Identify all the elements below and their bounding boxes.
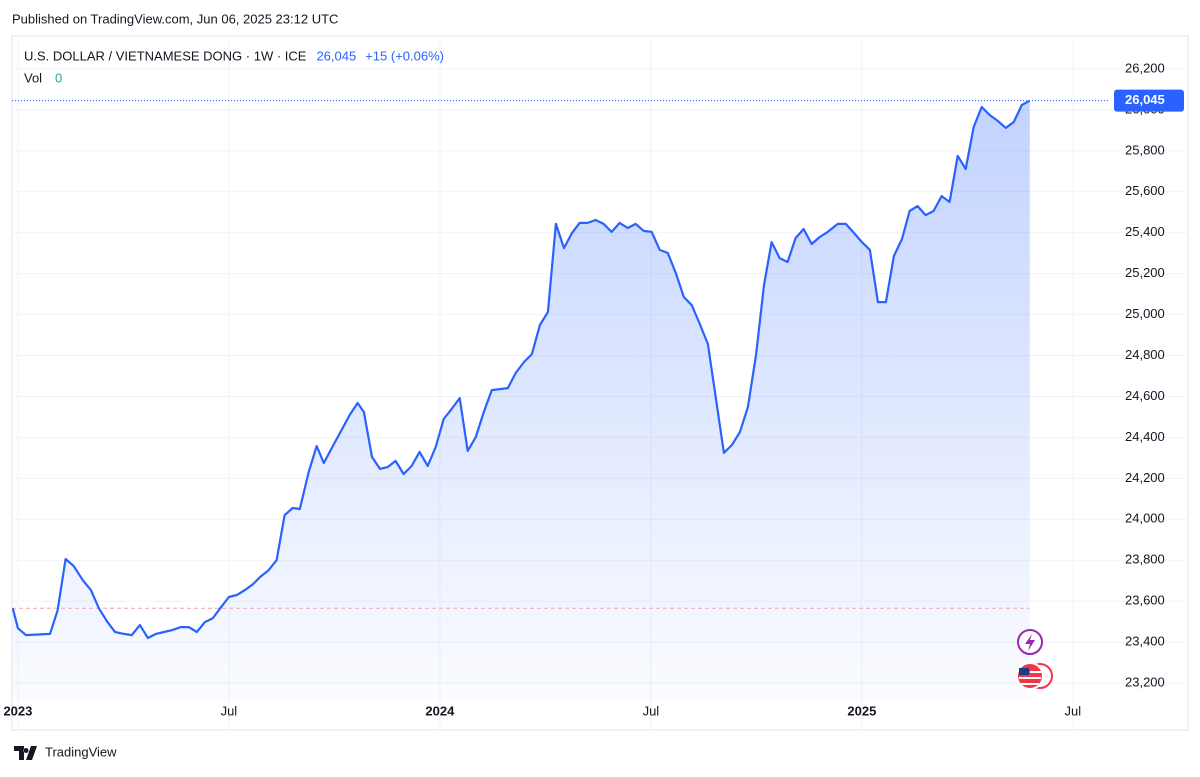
y-tick-label: 25,600 — [1125, 183, 1165, 198]
brand-name: TradingView — [45, 744, 117, 759]
event-icons — [1016, 629, 1053, 690]
x-tick-label: 2024 — [425, 703, 455, 718]
legend: U.S. DOLLAR / VIETNAMESE DONG · 1W · ICE… — [24, 48, 444, 85]
y-tick-label: 23,400 — [1125, 634, 1165, 649]
price-line — [11, 99, 1031, 640]
y-tick-label: 25,400 — [1125, 224, 1165, 239]
y-tick-label: 23,800 — [1125, 552, 1165, 567]
brand-logo — [14, 746, 37, 760]
y-tick-label: 26,200 — [1125, 60, 1165, 75]
x-tick-label: Jul — [643, 703, 660, 718]
area-fill — [12, 100, 1030, 700]
flag-canton — [1019, 668, 1029, 675]
lightning-icon — [1025, 634, 1035, 651]
y-tick-label: 23,600 — [1125, 593, 1165, 608]
y-tick-label: 23,200 — [1125, 674, 1165, 689]
x-tick-label: Jul — [1065, 703, 1082, 718]
volume-label: Vol — [24, 70, 42, 85]
x-tick-label: 2025 — [847, 703, 876, 718]
y-tick-label: 25,800 — [1125, 142, 1165, 157]
last-price: 26,045 — [316, 48, 356, 63]
symbol-name: U.S. DOLLAR / VIETNAMESE DONG · 1W · ICE — [24, 48, 307, 63]
y-tick-label: 24,400 — [1125, 429, 1165, 444]
brand: TradingView — [14, 744, 117, 760]
y-tick-label: 24,800 — [1125, 347, 1165, 362]
plot — [11, 99, 1110, 700]
flag-icon[interactable] — [1016, 662, 1044, 690]
chart-frame — [11, 35, 1189, 731]
price-change: +15 (+0.06%) — [365, 48, 444, 63]
y-tick-label: 24,600 — [1125, 388, 1165, 403]
published-note: Published on TradingView.com, Jun 06, 20… — [12, 11, 338, 26]
x-tick-label: Jul — [221, 703, 238, 718]
axes: 23,200 23,400 23,600 23,800 24,000 24,200 24,4… — [3, 60, 1184, 718]
last-price-badge — [1114, 89, 1184, 112]
y-tick-label: 24,000 — [1125, 511, 1165, 526]
x-tick-label: 2023 — [3, 703, 32, 718]
y-tick-label: 24,200 — [1125, 470, 1165, 485]
y-tick-label: 25,000 — [1125, 306, 1165, 321]
y-tick-label: 25,200 — [1125, 265, 1165, 280]
volume-value: 0 — [55, 70, 62, 85]
last-price-label: 26,045 — [1125, 92, 1165, 107]
